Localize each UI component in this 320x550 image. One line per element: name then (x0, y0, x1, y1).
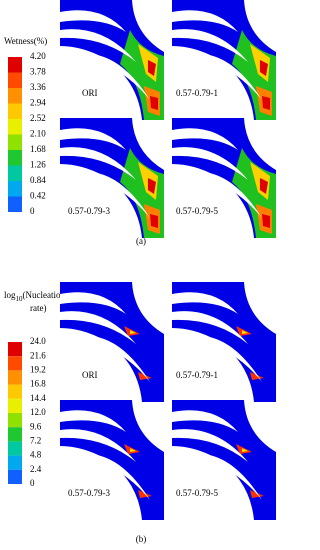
blade (172, 410, 238, 432)
legend-swatch (8, 455, 22, 470)
caption: (a) (136, 236, 146, 246)
wetness-zone (260, 60, 268, 76)
legend-swatch (8, 165, 22, 181)
case-label: ORI (82, 88, 98, 98)
legend-title: rate) (30, 303, 46, 313)
nucleation-zone (130, 448, 136, 452)
blade (60, 29, 136, 63)
case-label: 0.57-0.79-3 (68, 206, 110, 216)
blade (172, 128, 238, 150)
legend-tick-label: 21.6 (30, 350, 46, 360)
wetness-zone (150, 214, 158, 228)
blade (60, 429, 136, 462)
legend-title: log10(Nucleation (4, 290, 65, 303)
legend-swatch (8, 441, 22, 456)
legend-tick-label: 1.68 (30, 144, 46, 154)
blade (90, 336, 150, 382)
legend-swatch (8, 196, 22, 212)
legend-tick-label: 4.8 (30, 450, 42, 460)
figure: Wetness(%) log10(Nucleation rate) (a) (b… (4, 0, 276, 544)
blade (60, 311, 136, 344)
blade (90, 54, 150, 100)
legend-tick-label: 0.42 (30, 191, 46, 201)
legend-swatch (8, 469, 22, 484)
nucleation-zone (242, 330, 248, 334)
legend-tick-label: 0 (30, 206, 35, 216)
blade (60, 10, 126, 33)
blade (90, 172, 150, 218)
legend-tick-label: 16.8 (30, 379, 46, 389)
blade (172, 292, 238, 314)
blade (202, 172, 262, 218)
legend-swatch (8, 150, 22, 166)
case-label: 0.57-0.79-3 (68, 488, 110, 498)
blade (60, 147, 136, 180)
case-label: 0.57-0.79-1 (176, 88, 218, 98)
legend-swatch (8, 72, 22, 88)
legend-tick-label: 2.4 (30, 464, 42, 474)
legend-swatch (8, 134, 22, 150)
legend-swatch (8, 103, 22, 119)
blade (172, 429, 248, 462)
blade (172, 10, 238, 33)
nucleation-zone (242, 448, 248, 452)
legend-title: Wetness(%) (4, 36, 47, 46)
blade (172, 29, 248, 63)
legend-swatch (8, 427, 22, 442)
blade (60, 292, 126, 314)
case-label: 0.57-0.79-5 (176, 488, 218, 498)
legend-swatch (8, 181, 22, 197)
legend-swatch (8, 342, 22, 357)
legend-tick-label: 0 (30, 478, 35, 488)
legend-tick-label: 3.36 (30, 82, 46, 92)
legend-tick-label: 2.94 (30, 98, 46, 108)
wetness-zone (150, 96, 158, 110)
legend-swatch (8, 88, 22, 104)
blade (202, 454, 262, 500)
legend-tick-label: 2.52 (30, 113, 46, 123)
legend-tick-label: 12.0 (30, 407, 46, 417)
legend-tick-label: 2.10 (30, 129, 46, 139)
blade (172, 147, 248, 180)
case-label: 0.57-0.79-5 (176, 206, 218, 216)
blade (202, 54, 262, 100)
legend-swatch (8, 384, 22, 399)
blade (60, 128, 126, 150)
blade (202, 336, 262, 382)
legend-tick-label: 1.26 (30, 160, 46, 170)
legend-swatch (8, 370, 22, 385)
blade (60, 410, 126, 432)
case-label: 0.57-0.79-1 (176, 370, 218, 380)
legend-tick-label: 9.6 (30, 421, 42, 431)
legend-tick-label: 0.84 (30, 175, 46, 185)
legend-swatch (8, 398, 22, 413)
blade (172, 311, 248, 344)
case-label: ORI (82, 370, 98, 380)
legend-tick-label: 19.2 (30, 364, 46, 374)
legend-tick-label: 14.4 (30, 393, 46, 403)
legend-swatch (8, 119, 22, 135)
legend-tick-label: 4.20 (30, 51, 46, 61)
wetness-zone (262, 96, 270, 110)
caption: (b) (136, 534, 147, 544)
wetness-zone (148, 178, 156, 194)
legend-swatch (8, 413, 22, 428)
legend-tick-label: 7.2 (30, 435, 41, 445)
nucleation-zone (130, 330, 136, 334)
legend-tick-label: 24.0 (30, 336, 46, 346)
wetness-zone (260, 178, 268, 194)
wetness-zone (262, 214, 270, 228)
blade (90, 454, 150, 500)
legend-swatch (8, 356, 22, 371)
wetness-zone (148, 60, 156, 76)
legend-swatch (8, 57, 22, 73)
legend-tick-label: 3.78 (30, 67, 46, 77)
